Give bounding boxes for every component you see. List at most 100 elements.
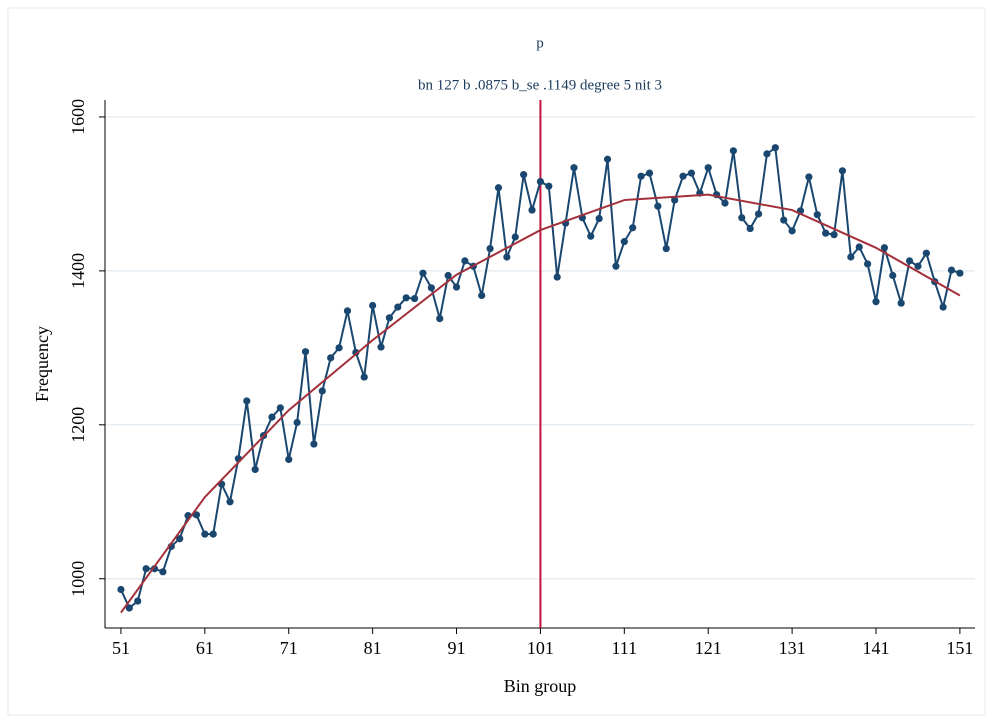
- data-point: [729, 147, 737, 155]
- data-point: [553, 273, 561, 281]
- data-point: [822, 229, 830, 237]
- data-point: [754, 210, 763, 218]
- data-point: [192, 511, 201, 519]
- data-point: [570, 164, 578, 172]
- data-point: [436, 314, 444, 323]
- data-point: [838, 167, 847, 175]
- data-point: [427, 284, 435, 292]
- data-point: [494, 184, 503, 192]
- data-point: [243, 397, 251, 405]
- data-point: [310, 440, 318, 448]
- data-point: [914, 262, 922, 270]
- data-point: [612, 262, 620, 270]
- data-point: [813, 211, 821, 219]
- data-point: [377, 343, 385, 351]
- data-point: [545, 182, 553, 190]
- data-point: [410, 294, 419, 303]
- data-point: [176, 535, 184, 543]
- data-point: [763, 150, 771, 158]
- data-point: [788, 227, 796, 235]
- data-point: [855, 243, 863, 251]
- y-tick-label: 1400: [68, 253, 88, 289]
- data-point: [478, 291, 486, 300]
- data-point: [939, 303, 947, 311]
- x-axis-label: Bin group: [504, 676, 577, 696]
- data-point: [419, 269, 427, 277]
- data-point: [922, 249, 930, 257]
- data-point: [285, 455, 293, 464]
- data-point: [251, 465, 259, 474]
- y-tick-label: 1000: [68, 561, 88, 597]
- data-point: [226, 498, 234, 506]
- data-point: [503, 253, 511, 261]
- data-point: [536, 177, 545, 186]
- data-point: [352, 348, 360, 357]
- data-point: [620, 238, 628, 246]
- frame: [7, 7, 986, 716]
- data-point: [947, 266, 956, 274]
- data-point: [209, 530, 217, 538]
- data-point: [780, 216, 788, 224]
- data-point: [125, 604, 133, 612]
- x-tick-label: 81: [364, 638, 382, 658]
- data-point: [159, 568, 167, 576]
- data-point: [293, 418, 301, 427]
- data-point: [201, 530, 209, 538]
- data-point: [905, 257, 914, 265]
- data-point: [595, 214, 603, 223]
- x-tick-label: 111: [611, 638, 637, 658]
- data-point: [872, 298, 880, 306]
- data-point: [394, 303, 402, 311]
- data-point: [511, 233, 519, 241]
- data-point: [830, 231, 838, 239]
- data-point: [486, 244, 494, 253]
- data-point: [142, 565, 150, 573]
- data-point: [654, 202, 662, 210]
- data-point: [444, 271, 452, 280]
- data-point: [679, 172, 687, 180]
- data-point: [687, 169, 696, 177]
- data-point: [134, 597, 142, 605]
- data-point: [738, 214, 746, 222]
- data-point: [671, 196, 679, 204]
- data-point: [721, 199, 729, 207]
- data-point: [889, 271, 897, 280]
- x-tick-label: 71: [280, 638, 298, 658]
- data-point: [629, 224, 637, 232]
- x-tick-label: 61: [196, 638, 214, 658]
- x-tick-label: 141: [863, 638, 890, 658]
- data-point: [645, 169, 654, 177]
- data-point: [268, 413, 276, 421]
- data-point: [318, 387, 326, 395]
- data-point: [343, 307, 352, 315]
- x-tick-label: 101: [527, 638, 554, 658]
- data-point: [847, 253, 855, 261]
- data-point: [520, 171, 528, 179]
- data-point: [117, 585, 125, 594]
- y-tick-label: 1200: [68, 407, 88, 443]
- data-point: [603, 155, 612, 163]
- y-tick-label: 1600: [68, 99, 88, 135]
- x-tick-label: 131: [779, 638, 806, 658]
- data-point: [335, 344, 343, 352]
- x-tick-label: 51: [112, 638, 130, 658]
- data-point: [385, 314, 394, 322]
- data-point: [461, 257, 469, 265]
- data-point: [880, 244, 888, 252]
- fit-line: [120, 193, 961, 614]
- x-tick-label: 91: [448, 638, 466, 658]
- data-point: [452, 283, 461, 291]
- data-point: [897, 299, 905, 307]
- chart-subtitle: bn 127 b .0875 b_se .1149 degree 5 nit 3: [418, 77, 662, 93]
- data-point: [327, 354, 335, 362]
- data-point: [805, 173, 813, 181]
- data-point: [771, 144, 779, 152]
- data-point: [956, 269, 964, 277]
- data-point: [704, 164, 712, 172]
- data-point: [864, 260, 872, 268]
- data-point: [276, 404, 284, 412]
- data-point: [402, 294, 410, 302]
- data-point: [587, 232, 595, 240]
